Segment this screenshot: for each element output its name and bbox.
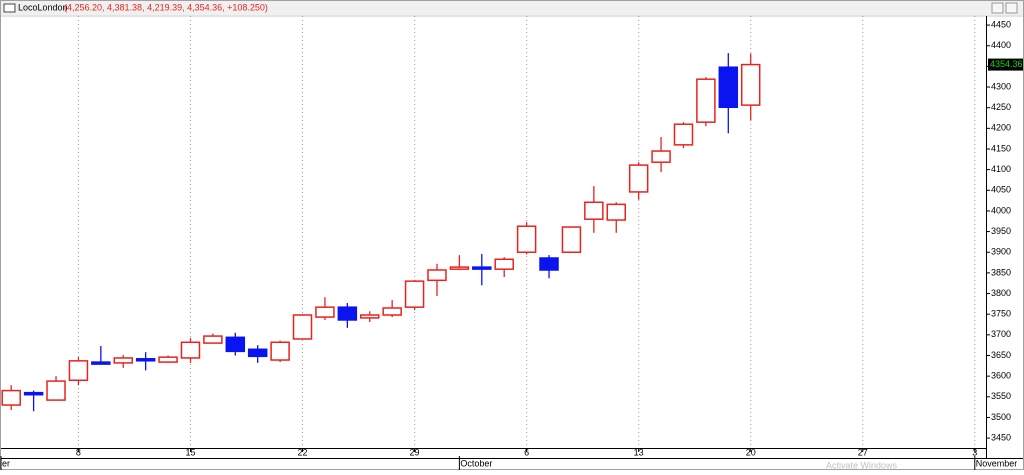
candle-body	[225, 336, 246, 353]
candle-body	[494, 258, 514, 270]
candle-body	[740, 63, 761, 106]
x-tick-label: 3	[972, 447, 977, 457]
window-icon	[3, 3, 16, 13]
y-tick-label: 4150	[991, 143, 1011, 153]
candle-body	[91, 361, 111, 365]
y-tick-label: 4400	[991, 40, 1011, 50]
candle-body	[113, 357, 133, 364]
y-tick-label: 4300	[991, 81, 1011, 91]
x-tick-label: 20	[746, 447, 756, 457]
month-label: er	[2, 458, 10, 468]
y-tick-label: 3700	[991, 329, 1011, 339]
candle-body	[382, 307, 402, 316]
close-button[interactable]	[1005, 2, 1018, 14]
watermark: Activate Windows	[826, 460, 898, 470]
candle-body	[696, 78, 716, 123]
y-tick-label: 3500	[991, 412, 1011, 422]
candle-body	[180, 341, 201, 359]
y-tick-label: 4450	[991, 19, 1011, 29]
x-tick-label: 15	[185, 447, 195, 457]
y-tick-label: 3950	[991, 226, 1011, 236]
x-tick-label: 22	[298, 447, 308, 457]
candle-body	[360, 314, 380, 319]
title-bar	[1, 1, 1023, 15]
y-tick-label: 3450	[991, 432, 1011, 442]
candle-body	[68, 360, 89, 382]
y-tick-label: 3800	[991, 288, 1011, 298]
legend-values: (4,256.20, 4,381.38, 4,219.39, 4,354.36,…	[64, 2, 268, 12]
restore-button[interactable]	[991, 2, 1004, 14]
x-tick-label: 29	[410, 447, 420, 457]
x-tick-label: 8	[76, 447, 81, 457]
candle-body	[673, 123, 694, 146]
legend-name: LocoLondon	[18, 2, 68, 12]
candle-body	[584, 201, 604, 220]
month-label: November	[976, 458, 1018, 468]
candle-body	[539, 257, 559, 271]
candle-body	[23, 391, 44, 396]
y-tick-label: 3900	[991, 247, 1011, 257]
candle-body	[606, 203, 626, 221]
y-tick-label: 3750	[991, 309, 1011, 319]
y-tick-label: 3600	[991, 371, 1011, 381]
y-tick-label: 4250	[991, 102, 1011, 112]
y-tick-label: 3850	[991, 267, 1011, 277]
x-tick-label: 13	[634, 447, 644, 457]
month-label: October	[460, 458, 492, 468]
candle-body	[315, 306, 335, 318]
last-price-box	[988, 58, 1023, 71]
candle-body	[628, 164, 649, 193]
candle-body	[472, 266, 492, 270]
candle-body	[718, 66, 739, 109]
candle-body	[516, 225, 537, 253]
candle-body	[449, 266, 470, 270]
candle-body	[404, 280, 425, 308]
candle-body	[561, 226, 582, 253]
candle-body	[247, 348, 268, 358]
candle-body	[46, 380, 66, 401]
y-tick-label: 4200	[991, 123, 1011, 133]
y-tick-label: 3550	[991, 391, 1011, 401]
last-price-label: 4354.36	[990, 59, 1023, 69]
candle-body	[1, 389, 21, 406]
candle-body	[203, 335, 223, 344]
candle-body	[337, 306, 358, 321]
candle-body	[427, 269, 447, 282]
y-tick-label: 3650	[991, 350, 1011, 360]
y-tick-label: 4000	[991, 205, 1011, 215]
candle-body	[270, 341, 290, 361]
y-tick-label: 4050	[991, 185, 1011, 195]
candle-body	[651, 150, 671, 163]
candle-body	[292, 314, 313, 340]
candle-body	[135, 358, 156, 362]
x-tick-label: 6	[524, 447, 529, 457]
candle-body	[158, 356, 178, 363]
y-tick-label: 4100	[991, 164, 1011, 174]
x-tick-label: 27	[858, 447, 868, 457]
